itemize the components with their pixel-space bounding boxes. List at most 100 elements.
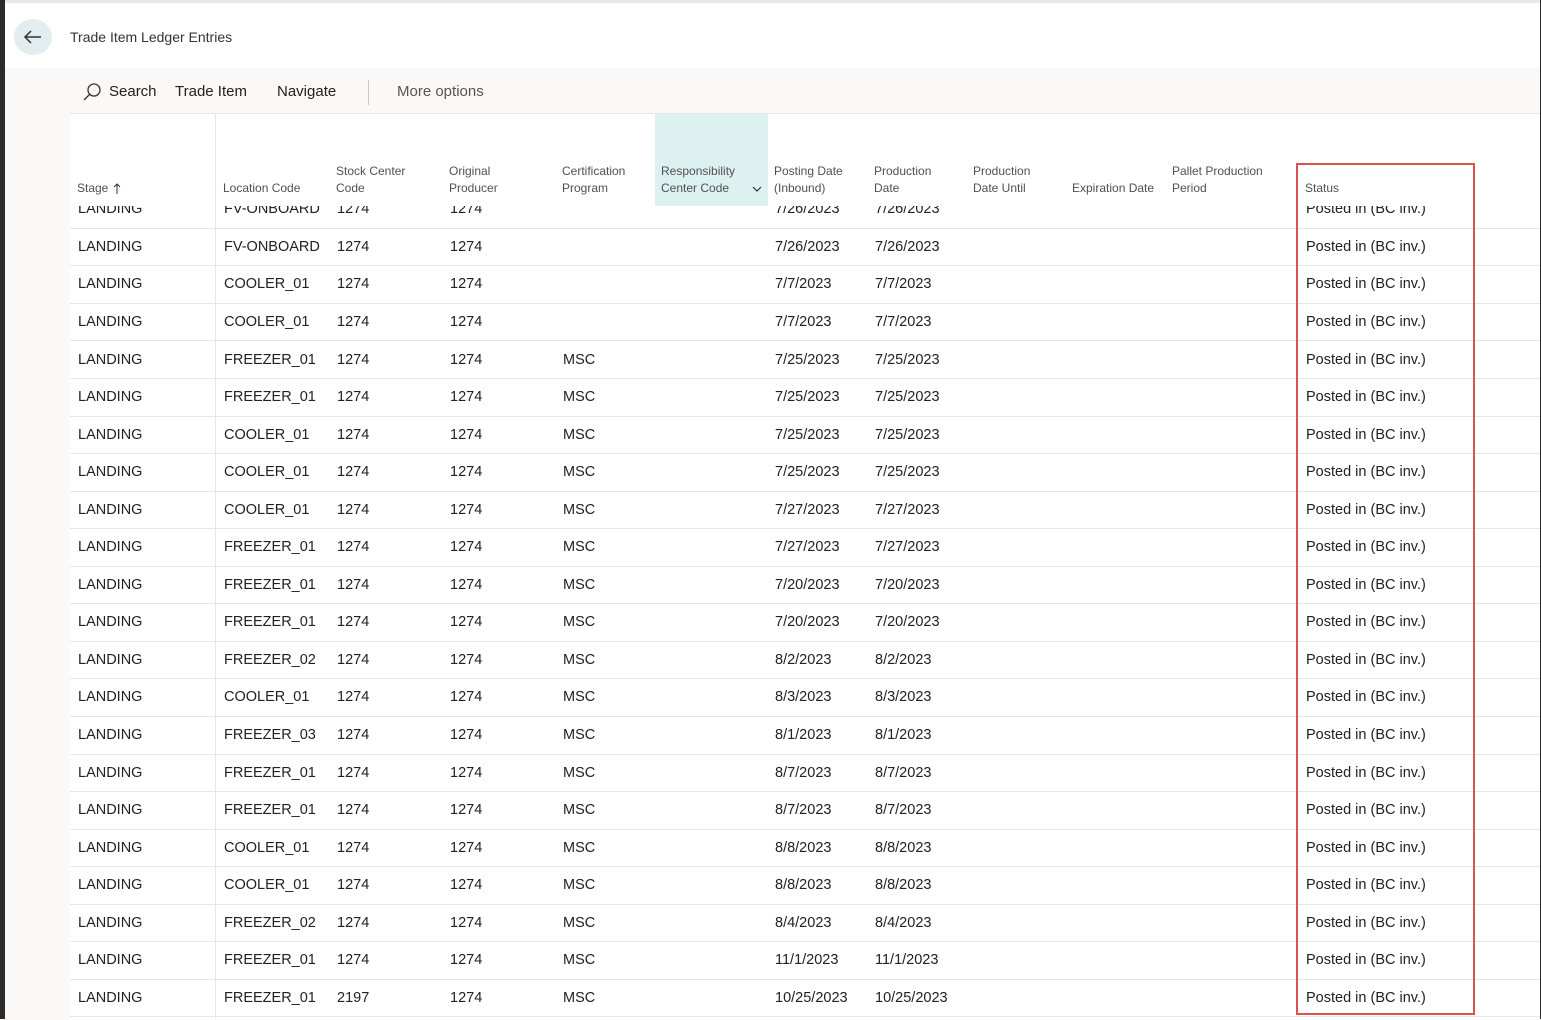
table-cell: 7/25/2023 bbox=[775, 464, 840, 481]
table-cell: 7/7/2023 bbox=[875, 313, 932, 330]
table-cell: MSC bbox=[563, 389, 596, 406]
table-cell: 7/26/2023 bbox=[875, 238, 940, 255]
table-cell: 7/26/2023 bbox=[875, 206, 940, 218]
table-cell: COOLER_01 bbox=[224, 877, 310, 894]
column-header: Status bbox=[1305, 181, 1340, 195]
table-row: LANDING COOLER_01 1274 1274 7/7/2023 7/7/2023… bbox=[70, 266, 1540, 304]
table-cell: FREEZER_01 bbox=[224, 614, 316, 631]
column-header: Production Date Until bbox=[973, 164, 1031, 195]
table-cell: 7/7/2023 bbox=[875, 276, 932, 293]
table-cell: 8/1/2023 bbox=[775, 727, 832, 743]
table-cell: FV-ONBOARD bbox=[224, 206, 320, 218]
table-row: LANDING COOLER_01 1274 1274 MSC 7/25/2023 7/25… bbox=[70, 454, 1540, 492]
table-cell: 7/7/2023 bbox=[775, 313, 832, 330]
search-icon bbox=[83, 83, 101, 101]
table-cell: 8/3/2023 bbox=[775, 689, 832, 706]
table-cell: 1274 bbox=[450, 689, 483, 706]
table-cell: 7/26/2023 bbox=[775, 206, 840, 218]
table-cell: 1274 bbox=[450, 764, 483, 781]
table-cell: LANDING bbox=[78, 276, 143, 293]
table-cell: 1274 bbox=[337, 802, 370, 819]
table-row: LANDING FREEZER_01 1274 1274 MSC 8/7/2023 8/7/… bbox=[70, 755, 1540, 793]
table-cell: 1274 bbox=[450, 389, 483, 406]
table-cell: 8/1/2023 bbox=[875, 727, 932, 743]
table-cell: 10/25/2023 bbox=[775, 989, 848, 1006]
table-cell: FREEZER_01 bbox=[224, 952, 316, 969]
toolbar-button[interactable]: Navigate bbox=[277, 83, 337, 100]
table-cell: LANDING bbox=[78, 313, 143, 330]
table-row: LANDING FREEZER_01 1274 1274 MSC 7/25/2023 7/2… bbox=[70, 379, 1540, 417]
table-row: LANDING COOLER_01 1274 1274 MSC 7/25/2023 7/25… bbox=[70, 417, 1540, 455]
table-cell: MSC bbox=[563, 877, 596, 894]
table-cell: MSC bbox=[563, 802, 596, 819]
table-cell: 1274 bbox=[337, 952, 370, 969]
table-cell: 1274 bbox=[337, 914, 370, 931]
table-cell: 7/25/2023 bbox=[875, 389, 940, 406]
table-cell: 1274 bbox=[450, 727, 483, 743]
highlight-box bbox=[1296, 163, 1475, 1015]
table-cell: 7/25/2023 bbox=[775, 426, 840, 443]
table-row: LANDING COOLER_01 1274 1274 7/7/2023 7/7/2023… bbox=[70, 304, 1540, 342]
table-cell: 7/27/2023 bbox=[775, 501, 840, 518]
table-cell: 1274 bbox=[450, 952, 483, 969]
table-cell: 8/2/2023 bbox=[775, 651, 832, 668]
table-cell: LANDING bbox=[78, 914, 143, 931]
table-cell: 1274 bbox=[337, 689, 370, 706]
toolbar-button[interactable]: Trade Item bbox=[175, 83, 247, 100]
column-header: Expiration Date bbox=[1072, 181, 1155, 195]
table-cell: 7/25/2023 bbox=[775, 389, 840, 406]
table-cell: LANDING bbox=[78, 802, 143, 819]
table-cell: COOLER_01 bbox=[224, 464, 310, 481]
column-header: Production Date bbox=[874, 164, 932, 195]
table-body: LANDING FV-ONBOARD 1274 1274 7/26/2023 7/26/2… bbox=[70, 206, 1540, 1019]
column-header: Certification Program bbox=[562, 164, 626, 195]
back-button[interactable] bbox=[14, 19, 52, 55]
table-cell: 8/3/2023 bbox=[875, 689, 932, 706]
table-cell: 8/8/2023 bbox=[875, 877, 932, 894]
table-cell: 1274 bbox=[450, 501, 483, 518]
toolbar-button[interactable]: Search bbox=[109, 83, 157, 100]
table-cell: LANDING bbox=[78, 764, 143, 781]
column-header: Pallet Production Period bbox=[1172, 164, 1263, 195]
table-cell: FV-ONBOARD bbox=[224, 238, 320, 255]
column-menu-icon[interactable] bbox=[751, 183, 763, 195]
table-cell: COOLER_01 bbox=[224, 839, 310, 856]
table-cell: LANDING bbox=[78, 501, 143, 518]
table-cell: 1274 bbox=[337, 351, 370, 368]
table-cell: FREEZER_01 bbox=[224, 351, 316, 368]
table-cell: 8/8/2023 bbox=[775, 877, 832, 894]
table-cell: 11/1/2023 bbox=[875, 952, 939, 969]
table-cell: 8/7/2023 bbox=[775, 764, 832, 781]
column-header: Stock Center Code bbox=[336, 164, 406, 195]
more-options[interactable]: More options bbox=[397, 83, 484, 100]
table-row: LANDING COOLER_01 1274 1274 MSC 8/3/2023 8/3/2… bbox=[70, 679, 1540, 717]
table-cell: 1274 bbox=[450, 877, 483, 894]
table-row: LANDING FREEZER_01 2197 1274 MSC 10/25/2023 10… bbox=[70, 980, 1540, 1018]
table-cell: 1274 bbox=[337, 614, 370, 631]
page-title: Trade Item Ledger Entries bbox=[70, 29, 233, 45]
window-edge bbox=[0, 0, 5, 1019]
table-cell: LANDING bbox=[78, 238, 143, 255]
table-cell: 11/1/2023 bbox=[775, 952, 839, 969]
table-cell: 1274 bbox=[450, 238, 483, 255]
table-cell: Posted in (BC inv.) bbox=[1306, 464, 1426, 481]
table-cell: LANDING bbox=[78, 877, 143, 894]
table-cell: 7/27/2023 bbox=[875, 539, 940, 556]
table-cell: 1274 bbox=[337, 313, 370, 330]
table-cell: MSC bbox=[563, 989, 596, 1006]
table-cell: 1274 bbox=[337, 839, 370, 856]
table-cell: 7/7/2023 bbox=[775, 276, 832, 293]
table-cell: 1274 bbox=[337, 576, 370, 593]
table-cell: 1274 bbox=[337, 877, 370, 894]
table-row: LANDING FV-ONBOARD 1274 1274 7/26/2023 7/26/2… bbox=[70, 206, 1540, 229]
table-cell: LANDING bbox=[78, 651, 143, 668]
table-cell: MSC bbox=[563, 464, 596, 481]
table-row: LANDING FREEZER_01 1274 1274 MSC 8/7/2023 8/7/… bbox=[70, 792, 1540, 830]
table-row: LANDING FREEZER_01 1274 1274 MSC 7/25/2023 7/2… bbox=[70, 342, 1540, 380]
table-cell: Posted in (BC inv.) bbox=[1306, 389, 1426, 406]
table-cell: MSC bbox=[563, 689, 596, 706]
column-header: Posting Date (Inbound) bbox=[774, 164, 843, 195]
table-cell: 1274 bbox=[450, 464, 483, 481]
table-cell: 1274 bbox=[337, 727, 370, 743]
